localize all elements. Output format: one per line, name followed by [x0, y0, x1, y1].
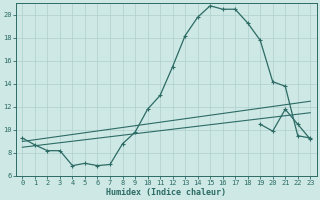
- X-axis label: Humidex (Indice chaleur): Humidex (Indice chaleur): [106, 188, 226, 197]
